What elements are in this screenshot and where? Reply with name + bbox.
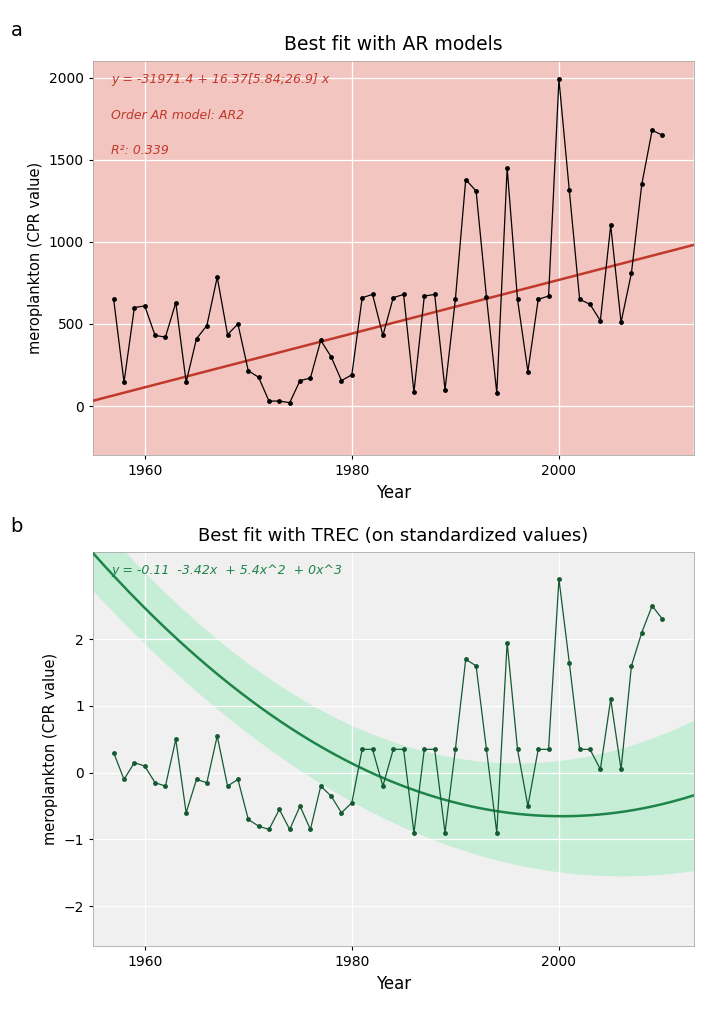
X-axis label: Year: Year [375,975,411,993]
Y-axis label: meroplankton (CPR value): meroplankton (CPR value) [28,163,43,354]
Title: Best fit with TREC (on standardized values): Best fit with TREC (on standardized valu… [198,527,588,545]
X-axis label: Year: Year [375,484,411,502]
Title: Best fit with AR models: Best fit with AR models [284,35,503,54]
Text: a: a [11,20,23,40]
Y-axis label: meroplankton (CPR value): meroplankton (CPR value) [43,654,58,845]
Text: y = -31971.4 + 16.37[5.84;26.9] x: y = -31971.4 + 16.37[5.84;26.9] x [111,74,329,86]
Text: b: b [11,517,23,536]
Text: Order AR model: AR2: Order AR model: AR2 [111,108,244,122]
Text: R²: 0.339: R²: 0.339 [111,144,169,158]
Text: y = -0.11  -3.42x  + 5.4x^2  + 0x^3: y = -0.11 -3.42x + 5.4x^2 + 0x^3 [111,565,342,577]
